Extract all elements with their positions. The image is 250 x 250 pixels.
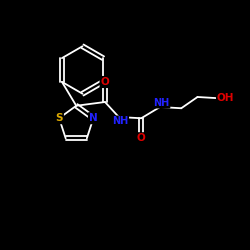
Text: S: S	[56, 113, 63, 123]
Text: NH: NH	[112, 116, 128, 126]
Text: OH: OH	[217, 93, 234, 103]
Text: O: O	[137, 133, 145, 143]
Text: O: O	[100, 77, 109, 87]
Text: N: N	[89, 113, 98, 123]
Text: NH: NH	[153, 98, 169, 108]
